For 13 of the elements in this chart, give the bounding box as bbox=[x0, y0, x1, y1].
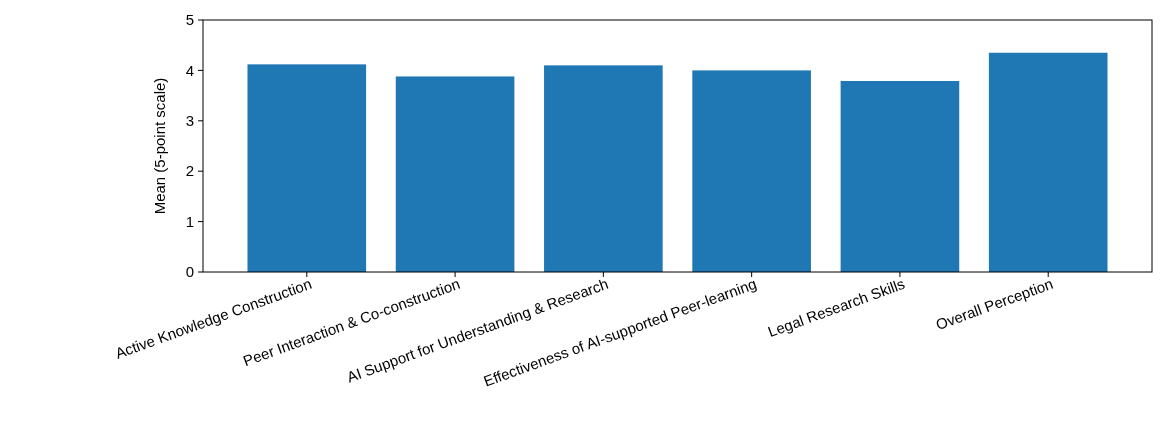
y-tick-label: 2 bbox=[185, 162, 194, 180]
y-tick-label: 1 bbox=[185, 212, 194, 230]
bar bbox=[692, 70, 811, 272]
bar bbox=[544, 65, 663, 272]
y-tick-label: 3 bbox=[185, 112, 194, 130]
bar bbox=[840, 80, 960, 272]
bar bbox=[247, 64, 367, 272]
y-axis-title: Mean (5-point scale) bbox=[151, 77, 168, 215]
y-tick-label: 4 bbox=[185, 61, 194, 79]
bar bbox=[395, 76, 515, 272]
y-tick-label: 5 bbox=[185, 11, 194, 29]
bar bbox=[988, 52, 1108, 272]
y-tick-label: 0 bbox=[185, 263, 194, 281]
